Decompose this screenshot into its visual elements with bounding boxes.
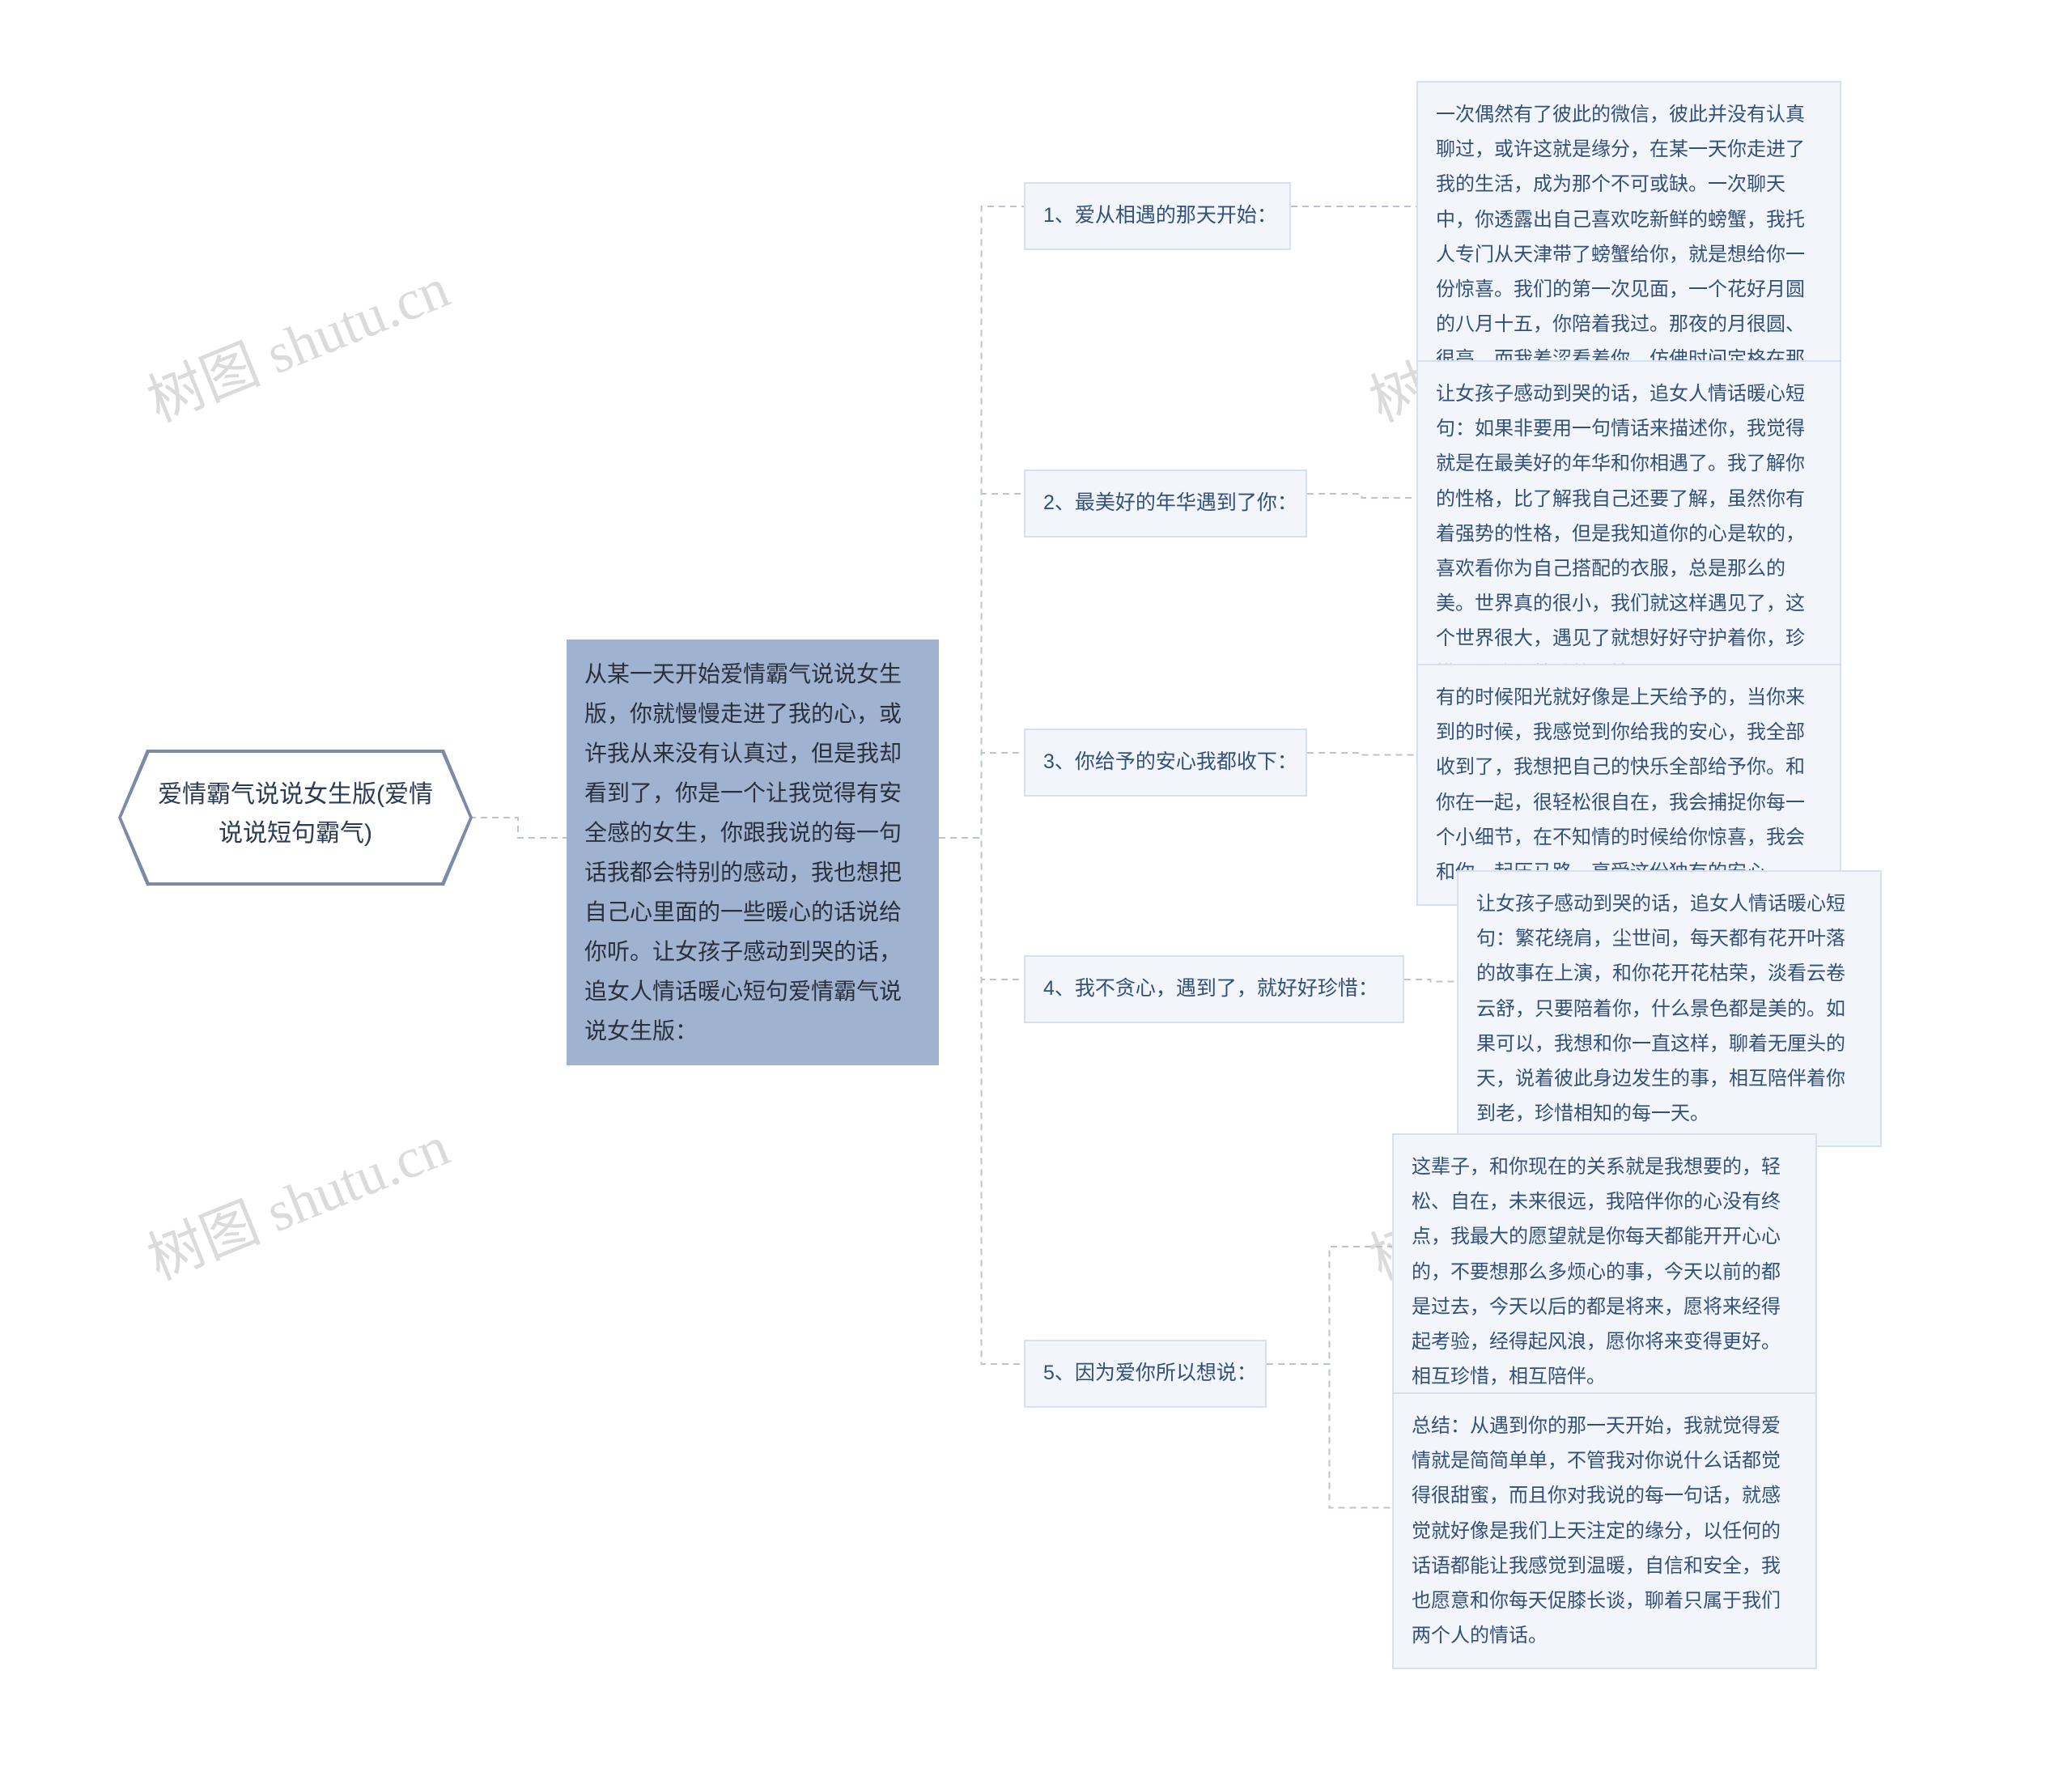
watermark-3: 树图 shutu.cn xyxy=(134,1101,459,1296)
root-title-line2: 说说短句霸气) xyxy=(141,814,450,853)
leaf-4-1: 让女孩子感动到哭的话，追女人情话暖心短句：繁花绕肩，尘世间，每天都有花开叶落的故… xyxy=(1457,870,1882,1147)
branch-2: 2、最美好的年华遇到了你： xyxy=(1024,470,1307,538)
branch-5: 5、因为爱你所以想说： xyxy=(1024,1340,1267,1408)
leaf-5-1: 这辈子，和你现在的关系就是我想要的，轻松、自在，未来很远，我陪伴你的心没有终点，… xyxy=(1392,1133,1817,1410)
branch-4: 4、我不贪心，遇到了，就好好珍惜： xyxy=(1024,955,1404,1023)
root-title-line1: 爱情霸气说说女生版(爱情 xyxy=(141,776,450,814)
branch-3: 3、你给予的安心我都收下： xyxy=(1024,729,1307,797)
leaf-5-2: 总结：从遇到你的那一天开始，我就觉得爱情就是简简单单，不管我对你说什么话都觉得很… xyxy=(1392,1392,1817,1669)
watermark-1: 树图 shutu.cn xyxy=(134,243,459,438)
branch-1: 1、爱从相遇的那天开始： xyxy=(1024,182,1291,250)
leaf-2-1: 让女孩子感动到哭的话，追女人情话暖心短句：如果非要用一句情话来描述你，我觉得就是… xyxy=(1416,360,1841,708)
root-node: 爱情霸气说说女生版(爱情 说说短句霸气) xyxy=(121,753,469,882)
description-node: 从某一天开始爱情霸气说说女生版，你就慢慢走进了我的心，或许我从来没有认真过，但是… xyxy=(567,640,939,1065)
